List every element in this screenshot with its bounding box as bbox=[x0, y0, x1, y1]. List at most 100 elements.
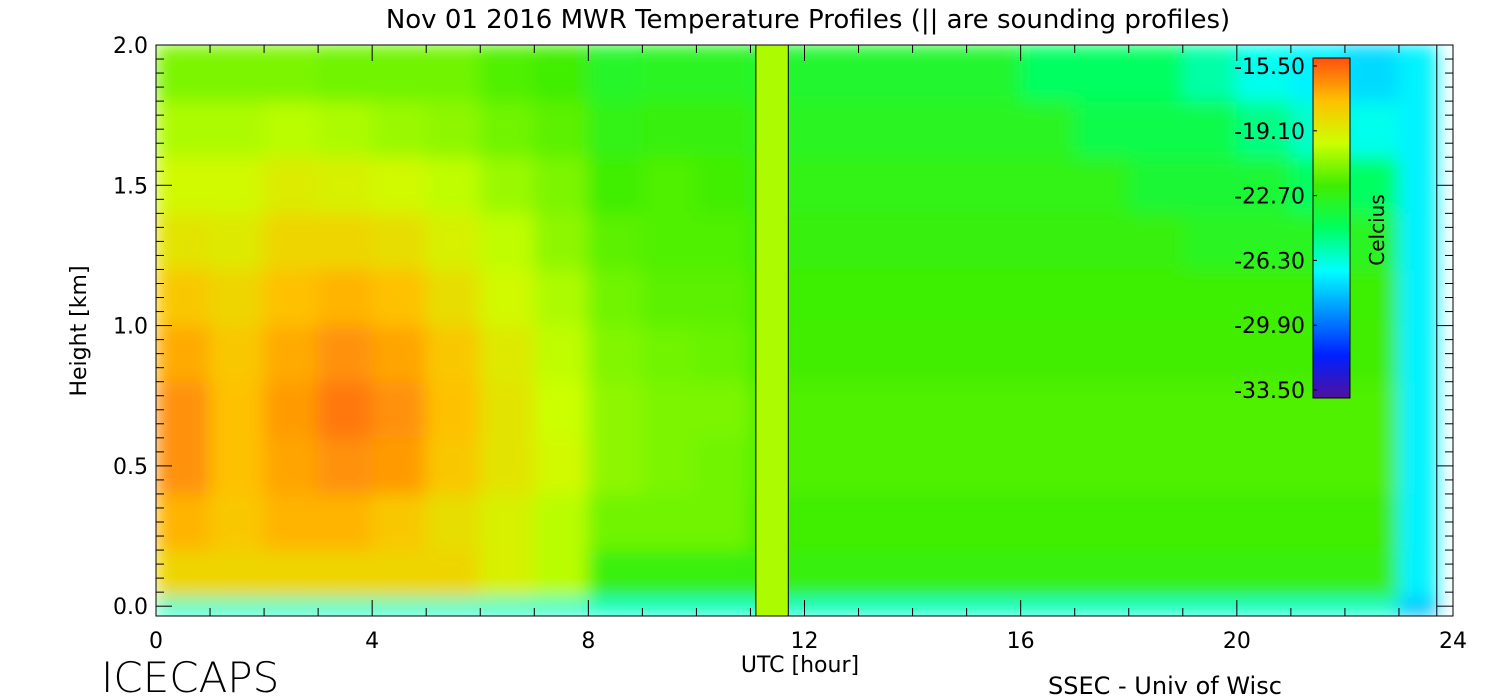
heatmap-cell bbox=[533, 597, 589, 616]
heatmap-cell bbox=[209, 156, 265, 214]
heatmap-cell bbox=[1236, 325, 1292, 383]
heatmap-cell bbox=[1182, 437, 1238, 495]
x-tick-label: 24 bbox=[1439, 629, 1467, 654]
heatmap-cell bbox=[209, 325, 265, 383]
heatmap-cell bbox=[1398, 597, 1438, 616]
x-tick-label: 8 bbox=[581, 629, 595, 654]
heatmap-cell bbox=[533, 325, 589, 383]
heatmap-cell bbox=[533, 45, 589, 102]
heatmap-cell bbox=[209, 597, 265, 616]
heatmap-cell bbox=[263, 493, 319, 551]
heatmap-cell bbox=[695, 45, 751, 102]
heatmap-cell bbox=[1128, 156, 1184, 214]
x-tick-label: 20 bbox=[1223, 629, 1251, 654]
heatmap-cell bbox=[695, 381, 751, 439]
heatmap-cell bbox=[371, 45, 427, 102]
colorbar-tick-label: -22.70 bbox=[1234, 185, 1305, 210]
heatmap-cell bbox=[912, 100, 968, 158]
heatmap-cell bbox=[1020, 597, 1076, 616]
heatmap-cell bbox=[371, 100, 427, 158]
heatmap-cell bbox=[587, 493, 643, 551]
heatmap-cell bbox=[425, 100, 481, 158]
heatmap-cell bbox=[1182, 493, 1238, 551]
heatmap-cell bbox=[1074, 381, 1130, 439]
heatmap-cell bbox=[263, 156, 319, 214]
x-axis-label: UTC [hour] bbox=[741, 653, 859, 678]
heatmap-cell bbox=[1398, 100, 1438, 158]
heatmap-cell bbox=[587, 325, 643, 383]
heatmap-cell bbox=[641, 100, 697, 158]
heatmap-cell bbox=[533, 437, 589, 495]
heatmap-cell bbox=[156, 549, 211, 599]
heatmap-cell bbox=[533, 381, 589, 439]
heatmap-cell bbox=[371, 268, 427, 327]
heatmap-cell bbox=[1182, 100, 1238, 158]
heatmap-cell bbox=[641, 45, 697, 102]
heatmap-cell bbox=[209, 212, 265, 270]
heatmap-cell bbox=[371, 549, 427, 599]
heatmap-cell bbox=[1344, 381, 1400, 439]
heatmap-cell bbox=[479, 212, 535, 270]
colorbar-tick-label: -26.30 bbox=[1234, 249, 1305, 274]
heatmap-cell bbox=[1290, 549, 1346, 599]
heatmap-cell bbox=[479, 268, 535, 327]
heatmap-cell bbox=[371, 212, 427, 270]
heatmap-cell bbox=[804, 493, 860, 551]
heatmap-cell bbox=[587, 437, 643, 495]
plot-area bbox=[156, 45, 1438, 616]
colorbar-label: Celcius bbox=[1365, 194, 1389, 265]
heatmap-cell bbox=[425, 381, 481, 439]
x-tick-label: 16 bbox=[1007, 629, 1035, 654]
footer-left: ICECAPS bbox=[101, 653, 279, 700]
heatmap-cell bbox=[1344, 45, 1400, 102]
heatmap-cell bbox=[156, 493, 211, 551]
heatmap-cell bbox=[1074, 437, 1130, 495]
heatmap-cell bbox=[858, 45, 914, 102]
heatmap-cell bbox=[317, 325, 373, 383]
heatmap-cell bbox=[209, 45, 265, 102]
heatmap-cell bbox=[1236, 212, 1292, 270]
y-axis-label: Height [km] bbox=[67, 265, 92, 396]
heatmap-cell bbox=[1020, 549, 1076, 599]
heatmap-cell bbox=[804, 437, 860, 495]
heatmap-cell bbox=[641, 381, 697, 439]
x-tick-label: 12 bbox=[791, 629, 819, 654]
y-tick-label: 1.0 bbox=[113, 315, 148, 340]
heatmap-cell bbox=[479, 325, 535, 383]
heatmap-cell bbox=[425, 212, 481, 270]
heatmap-cell bbox=[533, 268, 589, 327]
heatmap-cell bbox=[641, 597, 697, 616]
heatmap-cell bbox=[587, 45, 643, 102]
heatmap-cell bbox=[587, 156, 643, 214]
heatmap-cell bbox=[1020, 325, 1076, 383]
heatmap-cell bbox=[156, 212, 211, 270]
heatmap-cell bbox=[695, 325, 751, 383]
heatmap-cell bbox=[156, 381, 211, 439]
heatmap-cell bbox=[1236, 493, 1292, 551]
heatmap-cell bbox=[1128, 325, 1184, 383]
y-tick-label: 0.5 bbox=[113, 455, 148, 480]
heatmap-cell bbox=[1398, 493, 1438, 551]
heatmap-cell bbox=[371, 493, 427, 551]
heatmap-cell bbox=[209, 437, 265, 495]
heatmap-cell bbox=[1344, 549, 1400, 599]
y-tick-label: 1.5 bbox=[113, 174, 148, 199]
heatmap-cell bbox=[804, 212, 860, 270]
heatmap-cell bbox=[587, 597, 643, 616]
colorbar-tick-label: -19.10 bbox=[1234, 120, 1305, 145]
heatmap-cell bbox=[425, 156, 481, 214]
heatmap-cell bbox=[1020, 100, 1076, 158]
x-tick-label: 4 bbox=[365, 629, 379, 654]
heatmap-cell bbox=[533, 156, 589, 214]
heatmap-cell bbox=[1236, 437, 1292, 495]
heatmap-cell bbox=[1020, 268, 1076, 327]
heatmap-cell bbox=[263, 549, 319, 599]
heatmap-cell bbox=[425, 325, 481, 383]
heatmap-cell bbox=[912, 381, 968, 439]
heatmap-cell bbox=[1236, 549, 1292, 599]
heatmap-cell bbox=[425, 493, 481, 551]
heatmap-cell bbox=[1182, 381, 1238, 439]
heatmap-cell bbox=[966, 45, 1022, 102]
heatmap-cell bbox=[1398, 325, 1438, 383]
heatmap-cell bbox=[695, 597, 751, 616]
